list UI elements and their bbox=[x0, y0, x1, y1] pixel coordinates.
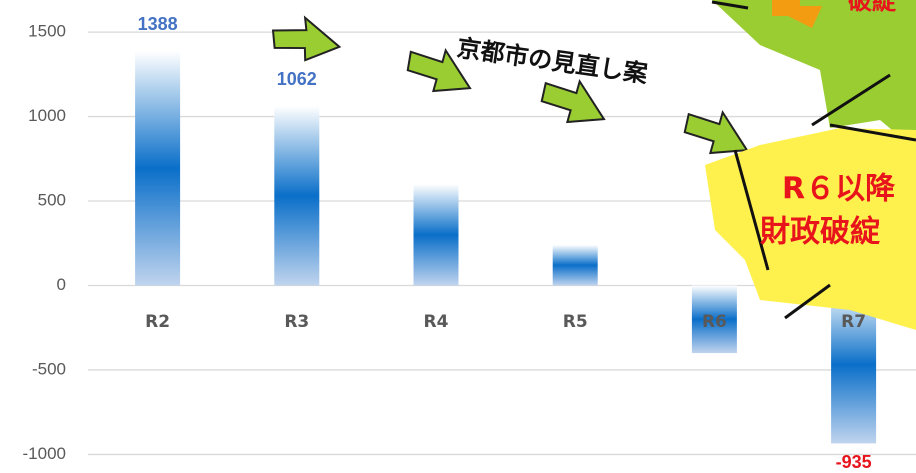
x-tick-label: R2 bbox=[145, 312, 170, 332]
annotation: 京都市の見直し案 bbox=[455, 34, 650, 89]
chart: -1000 -500 0 500 1000 1500 京都市の見直し案 R６以降 財政破綻… bbox=[0, 0, 916, 473]
arrows bbox=[270, 14, 758, 167]
x-tick-label: R5 bbox=[563, 312, 588, 332]
bar bbox=[414, 184, 459, 285]
y-tick-label: 1500 bbox=[28, 22, 66, 41]
annotation: 破綻 bbox=[848, 0, 897, 15]
y-tick-label: 0 bbox=[57, 275, 66, 294]
annotation: 財政破綻 bbox=[760, 215, 880, 250]
y-tick-label: -500 bbox=[32, 359, 66, 378]
y-tick-label: -1000 bbox=[23, 444, 66, 463]
annotation: R６以降 bbox=[782, 172, 896, 207]
y-tick-label: 1000 bbox=[28, 106, 66, 125]
value-label: 1388 bbox=[138, 14, 178, 34]
bar bbox=[274, 106, 319, 285]
bar bbox=[553, 245, 598, 286]
x-tick-label: R7 bbox=[841, 312, 866, 332]
value-label: -935 bbox=[836, 452, 872, 472]
y-tick-label: 500 bbox=[38, 191, 66, 210]
x-tick-label: R4 bbox=[424, 312, 449, 332]
x-tick-label: R3 bbox=[284, 312, 309, 332]
x-tick-label: R6 bbox=[702, 312, 727, 332]
value-label: 1062 bbox=[277, 69, 317, 89]
bar bbox=[135, 51, 180, 285]
